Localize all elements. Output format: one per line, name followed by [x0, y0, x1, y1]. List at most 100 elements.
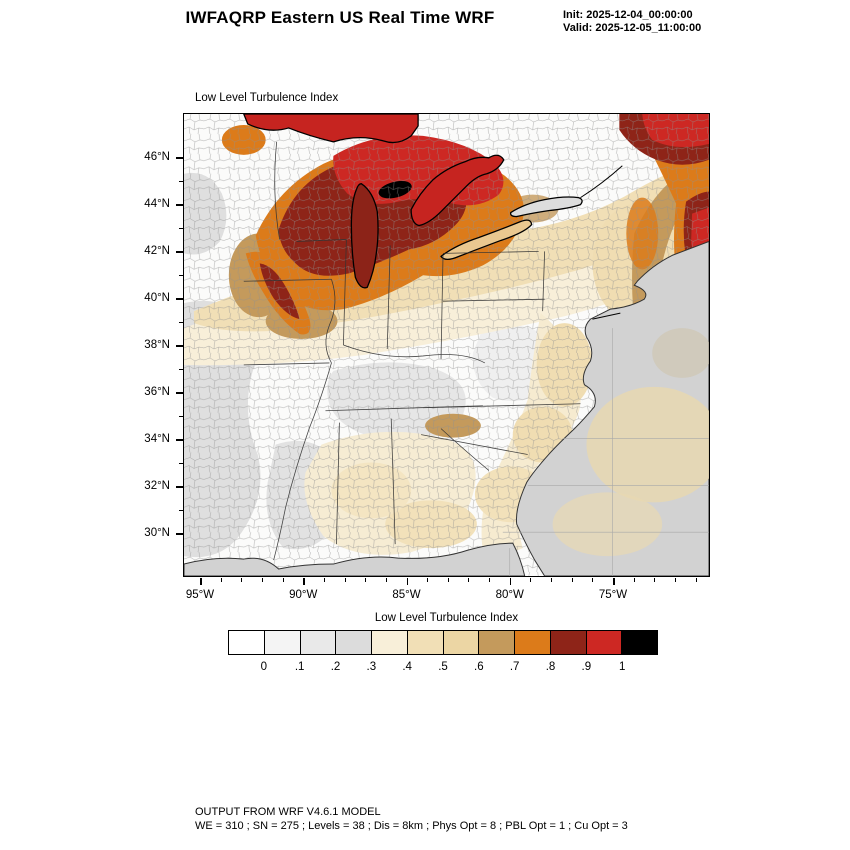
lon-minor-tick [551, 578, 553, 582]
graticule-lines [502, 328, 709, 576]
colorbar-tick-label: 0 [260, 661, 268, 673]
international-border [580, 165, 623, 320]
colorbar-cell [229, 631, 265, 654]
lon-minor-tick [365, 578, 367, 582]
colorbar-cell [586, 631, 623, 654]
colorbar-cell [264, 631, 301, 654]
colorbar-cell [622, 631, 657, 654]
lon-minor-tick [530, 578, 532, 582]
lon-minor-tick [695, 578, 697, 582]
lon-tick-label: 75°W [598, 589, 628, 601]
lat-major-tick [176, 157, 183, 159]
lon-major-tick [303, 578, 305, 585]
footer-config-line: WE = 310 ; SN = 275 ; Levels = 38 ; Dis … [195, 819, 628, 832]
colorbar-cell [300, 631, 337, 654]
lon-major-tick [200, 578, 202, 585]
colorbar-tick-label: 1 [618, 661, 626, 673]
turbulence-map [184, 114, 709, 576]
colorbar-cell [479, 631, 515, 654]
colorbar-cell [443, 631, 480, 654]
field-label: Low Level Turbulence Index [195, 92, 339, 104]
lon-tick-label: 85°W [392, 589, 421, 601]
lat-major-tick [176, 251, 183, 253]
lat-tick-label: 30°N [144, 527, 170, 539]
colorbar-cell [515, 631, 551, 654]
lat-minor-tick [179, 462, 183, 464]
lat-major-tick [176, 392, 183, 394]
lon-minor-tick [241, 578, 243, 582]
init-time-label: Init: 2025-12-04_00:00:00 [563, 9, 693, 21]
lat-minor-tick [179, 274, 183, 276]
lat-tick-label: 40°N [144, 292, 170, 304]
colorbar-tick-label: .2 [330, 661, 341, 673]
page-title: IWFAQRP Eastern US Real Time WRF [185, 8, 495, 27]
lon-minor-tick [592, 578, 594, 582]
lat-major-tick [176, 204, 183, 206]
run-times: Init: 2025-12-04_00:00:00 Valid: 2025-12… [563, 9, 701, 35]
colorbar-tick-label: .5 [438, 661, 448, 673]
lake-michigan [350, 183, 379, 289]
colorbar-tick-label: .4 [402, 661, 412, 673]
lat-tick-label: 46°N [144, 151, 170, 163]
lon-minor-tick [220, 578, 222, 582]
colorbar-cell [550, 631, 587, 654]
colorbar-cell [407, 631, 444, 654]
colorbar-tick-label: .6 [474, 661, 484, 673]
lon-minor-tick [261, 578, 263, 582]
lat-tick-label: 32°N [144, 480, 170, 492]
lon-tick-label: 95°W [185, 589, 215, 601]
colorbar-cell [372, 631, 408, 654]
lon-major-tick [509, 578, 512, 585]
lat-major-tick [176, 486, 183, 488]
colorbar-tick-label: .1 [294, 661, 305, 673]
lon-major-tick [406, 578, 408, 585]
lat-tick-label: 38°N [144, 339, 170, 351]
lon-major-tick [613, 578, 615, 585]
lon-tick-label: 80°W [495, 589, 524, 601]
lat-minor-tick [179, 368, 183, 370]
lat-axis: 46°N 44°N 42°N 40°N 38°N 36°N 34°N 32°N 30°N [0, 113, 183, 577]
lat-major-tick [176, 533, 183, 535]
colorbar-tick-label: .8 [545, 661, 556, 673]
lon-tick-label: 90°W [289, 589, 318, 601]
lat-major-tick [176, 439, 183, 441]
lat-minor-tick [179, 509, 183, 511]
lat-major-tick [176, 298, 183, 300]
lon-minor-tick [489, 578, 491, 582]
footer: OUTPUT FROM WRF V4.6.1 MODEL WE = 310 ; … [195, 806, 628, 833]
lon-minor-tick [571, 578, 573, 582]
lake-superior [243, 114, 419, 144]
great-lakes [243, 114, 583, 289]
lon-minor-tick [674, 578, 676, 582]
lon-minor-tick [323, 578, 325, 582]
colorbar-title: Low Level Turbulence Index [374, 612, 519, 624]
lon-axis: 95°W 90°W 85°W 80°W 75°W [183, 577, 710, 611]
lat-minor-tick [179, 180, 183, 182]
lon-minor-tick [344, 578, 346, 582]
ocean [184, 240, 709, 576]
lat-tick-label: 44°N [144, 198, 170, 210]
lon-minor-tick [385, 578, 387, 582]
gulf-of-mexico [184, 542, 526, 576]
colorbar-swatches [228, 630, 658, 655]
lat-tick-label: 34°N [144, 433, 170, 445]
lat-tick-label: 36°N [144, 386, 170, 398]
lat-minor-tick [179, 415, 183, 417]
lat-minor-tick [179, 227, 183, 229]
lon-minor-tick [447, 578, 449, 582]
lake-ontario [509, 196, 583, 218]
lat-minor-tick [179, 321, 183, 323]
footer-model-line: OUTPUT FROM WRF V4.6.1 MODEL [195, 806, 381, 818]
lake-erie [440, 219, 533, 261]
map-frame [183, 113, 710, 577]
lon-minor-tick [282, 578, 284, 582]
state-boundaries [243, 141, 581, 561]
colorbar-tick-label: .9 [581, 661, 592, 673]
colorbar-labels: 0 .1 .2 .3 .4 .5 .6 .7 .8 .9 1 [228, 661, 658, 675]
colorbar-tick-label: .3 [366, 661, 377, 673]
lon-minor-tick [654, 578, 656, 582]
lon-minor-tick [468, 578, 470, 582]
colorbar-tick-label: .7 [509, 661, 520, 673]
lon-minor-tick [427, 578, 429, 582]
colorbar-cell [336, 631, 372, 654]
